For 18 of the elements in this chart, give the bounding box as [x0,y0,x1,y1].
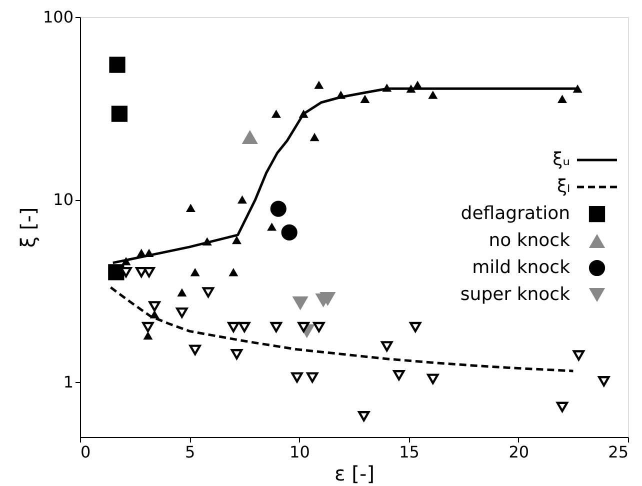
line-series [109,286,574,372]
x-tick-label: 5 [185,442,196,462]
x-tick-label: 10 [290,442,310,462]
x-axis-title: ε [-] [334,462,374,486]
y-tick-label: 100 [42,8,74,26]
x-tick-label: 15 [399,442,420,462]
legend-label: deflagration [460,203,570,224]
x-tick-label: 0 [80,442,91,462]
legend-label: ξᵤ [552,149,570,170]
legend-label: mild knock [472,257,571,278]
y-tick-label: 1 [63,372,74,392]
x-tick-label: 25 [608,442,628,462]
legend-label: ξₗ [556,176,570,197]
legend-label: super knock [460,284,571,305]
y-axis-title: ξ [-] [16,207,40,248]
x-tick-label: 20 [508,442,530,462]
legend-label: no knock [488,230,571,251]
y-tick-label: 10 [53,190,74,210]
